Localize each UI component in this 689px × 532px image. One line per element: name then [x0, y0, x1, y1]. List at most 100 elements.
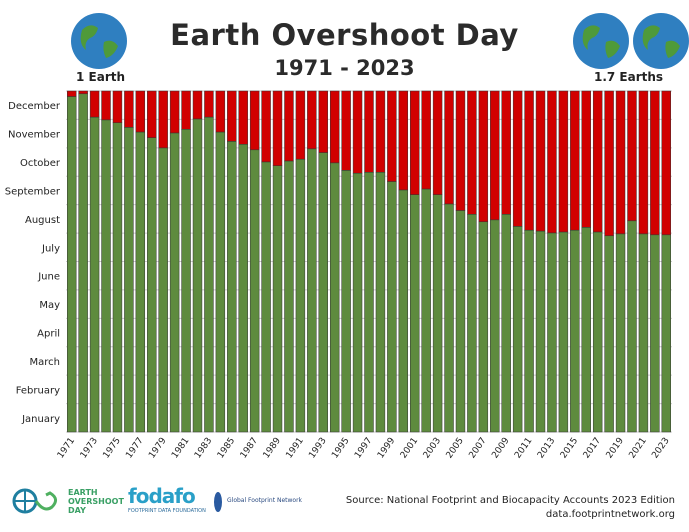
bar-overshoot: [432, 90, 443, 195]
bar-biocapacity: [112, 122, 123, 433]
bar-overshoot: [490, 90, 500, 221]
y-tick-label: August: [25, 215, 60, 226]
bar-biocapacity: [558, 231, 569, 433]
bar-overshoot: [604, 90, 614, 237]
bar-overshoot: [227, 90, 237, 142]
y-tick-label: October: [20, 158, 61, 169]
bar-biocapacity: [421, 188, 431, 433]
y-tick-label: May: [39, 300, 60, 311]
bar-biocapacity: [364, 172, 374, 433]
bar-overshoot: [410, 90, 420, 195]
bar-biocapacity: [501, 214, 511, 433]
source-url: data.footprintnetwork.org: [545, 509, 675, 520]
bar-biocapacity: [158, 147, 168, 433]
x-tick-label: 2003: [422, 436, 443, 460]
bar-overshoot: [204, 90, 214, 118]
bar-biocapacity: [215, 131, 226, 433]
bar-biocapacity: [410, 194, 420, 433]
global-footprint-network-logo: Global Footprint Network: [212, 486, 302, 514]
bar-biocapacity: [124, 127, 134, 433]
x-tick-label: 1975: [102, 436, 123, 460]
bar-biocapacity: [192, 118, 203, 433]
bar-biocapacity: [227, 141, 237, 433]
chart-subtitle: 1971 - 2023: [274, 56, 415, 80]
bar-biocapacity: [341, 170, 351, 433]
bar-overshoot: [341, 90, 351, 171]
bar-overshoot: [147, 90, 157, 138]
x-tick-label: 2011: [513, 436, 534, 460]
earths-label: 1.7 Earths: [594, 70, 664, 84]
globe-icon: [71, 13, 127, 69]
bar-biocapacity: [570, 229, 580, 433]
x-tick-label: 2013: [536, 436, 557, 460]
bar-overshoot: [661, 90, 671, 236]
bar-biocapacity: [432, 194, 443, 433]
bar-biocapacity: [89, 116, 100, 433]
bar-overshoot: [67, 90, 77, 97]
bar-biocapacity: [592, 231, 603, 433]
x-tick-label: 1977: [124, 436, 145, 460]
bar-overshoot: [421, 90, 431, 190]
bar-biocapacity: [272, 165, 283, 433]
x-tick-label: 2007: [467, 436, 488, 460]
bar-biocapacity: [581, 227, 591, 433]
bar-biocapacity: [249, 149, 260, 433]
x-tick-label: 2021: [628, 436, 649, 460]
bar-biocapacity: [467, 214, 477, 433]
bar-overshoot: [650, 90, 660, 236]
bar-biocapacity: [387, 181, 397, 433]
bar-overshoot: [307, 90, 317, 150]
bar-overshoot: [181, 90, 191, 130]
bar-overshoot: [535, 90, 546, 232]
bar-overshoot: [467, 90, 477, 215]
bar-overshoot: [169, 90, 180, 134]
globe-icon: [633, 13, 689, 69]
y-tick-label: December: [8, 101, 61, 112]
bar-biocapacity: [147, 137, 157, 433]
bar-overshoot: [398, 90, 409, 191]
bar-overshoot: [455, 90, 466, 211]
y-tick-label: September: [5, 186, 61, 197]
chart-title: Earth Overshoot Day: [170, 18, 519, 52]
bar-overshoot: [570, 90, 580, 231]
bar-biocapacity: [204, 116, 214, 433]
bar-overshoot: [124, 90, 134, 128]
bar-overshoot: [78, 90, 88, 95]
bar-overshoot: [444, 90, 454, 205]
x-tick-label: 1971: [56, 436, 77, 460]
bar-biocapacity: [490, 219, 500, 433]
bar-biocapacity: [329, 162, 340, 433]
bar-overshoot: [364, 90, 374, 173]
bar-biocapacity: [547, 232, 557, 433]
bar-overshoot: [215, 90, 226, 133]
y-tick-label: July: [41, 243, 60, 254]
bar-overshoot: [581, 90, 591, 228]
bar-overshoot: [135, 90, 146, 133]
bar-overshoot: [478, 90, 489, 223]
bar-overshoot: [524, 90, 534, 231]
bar-overshoot: [89, 90, 100, 118]
bar-overshoot: [249, 90, 260, 151]
bar-overshoot: [547, 90, 557, 234]
bar-biocapacity: [375, 172, 386, 433]
bar-overshoot: [615, 90, 626, 235]
x-tick-label: 1991: [285, 436, 306, 460]
bar-overshoot: [558, 90, 569, 233]
bar-biocapacity: [78, 93, 88, 433]
bar-biocapacity: [169, 132, 180, 433]
bar-biocapacity: [638, 233, 649, 433]
earth-overshoot-day-logo: EARTH OVERSHOOT DAY: [12, 486, 124, 516]
bar-overshoot: [238, 90, 248, 145]
fodafo-logo: FODAFO FOOTPRINT DATA FOUNDATION: [128, 484, 206, 514]
x-tick-label: 1979: [147, 436, 168, 461]
bar-overshoot: [261, 90, 271, 163]
bar-overshoot: [329, 90, 340, 164]
bar-biocapacity: [398, 189, 409, 433]
bar-overshoot: [295, 90, 306, 160]
bar-biocapacity: [512, 226, 523, 433]
bar-overshoot: [638, 90, 649, 235]
x-tick-label: 2005: [445, 436, 466, 460]
y-tick-label: November: [8, 130, 61, 141]
bar-biocapacity: [650, 234, 660, 433]
bar-overshoot: [512, 90, 523, 227]
